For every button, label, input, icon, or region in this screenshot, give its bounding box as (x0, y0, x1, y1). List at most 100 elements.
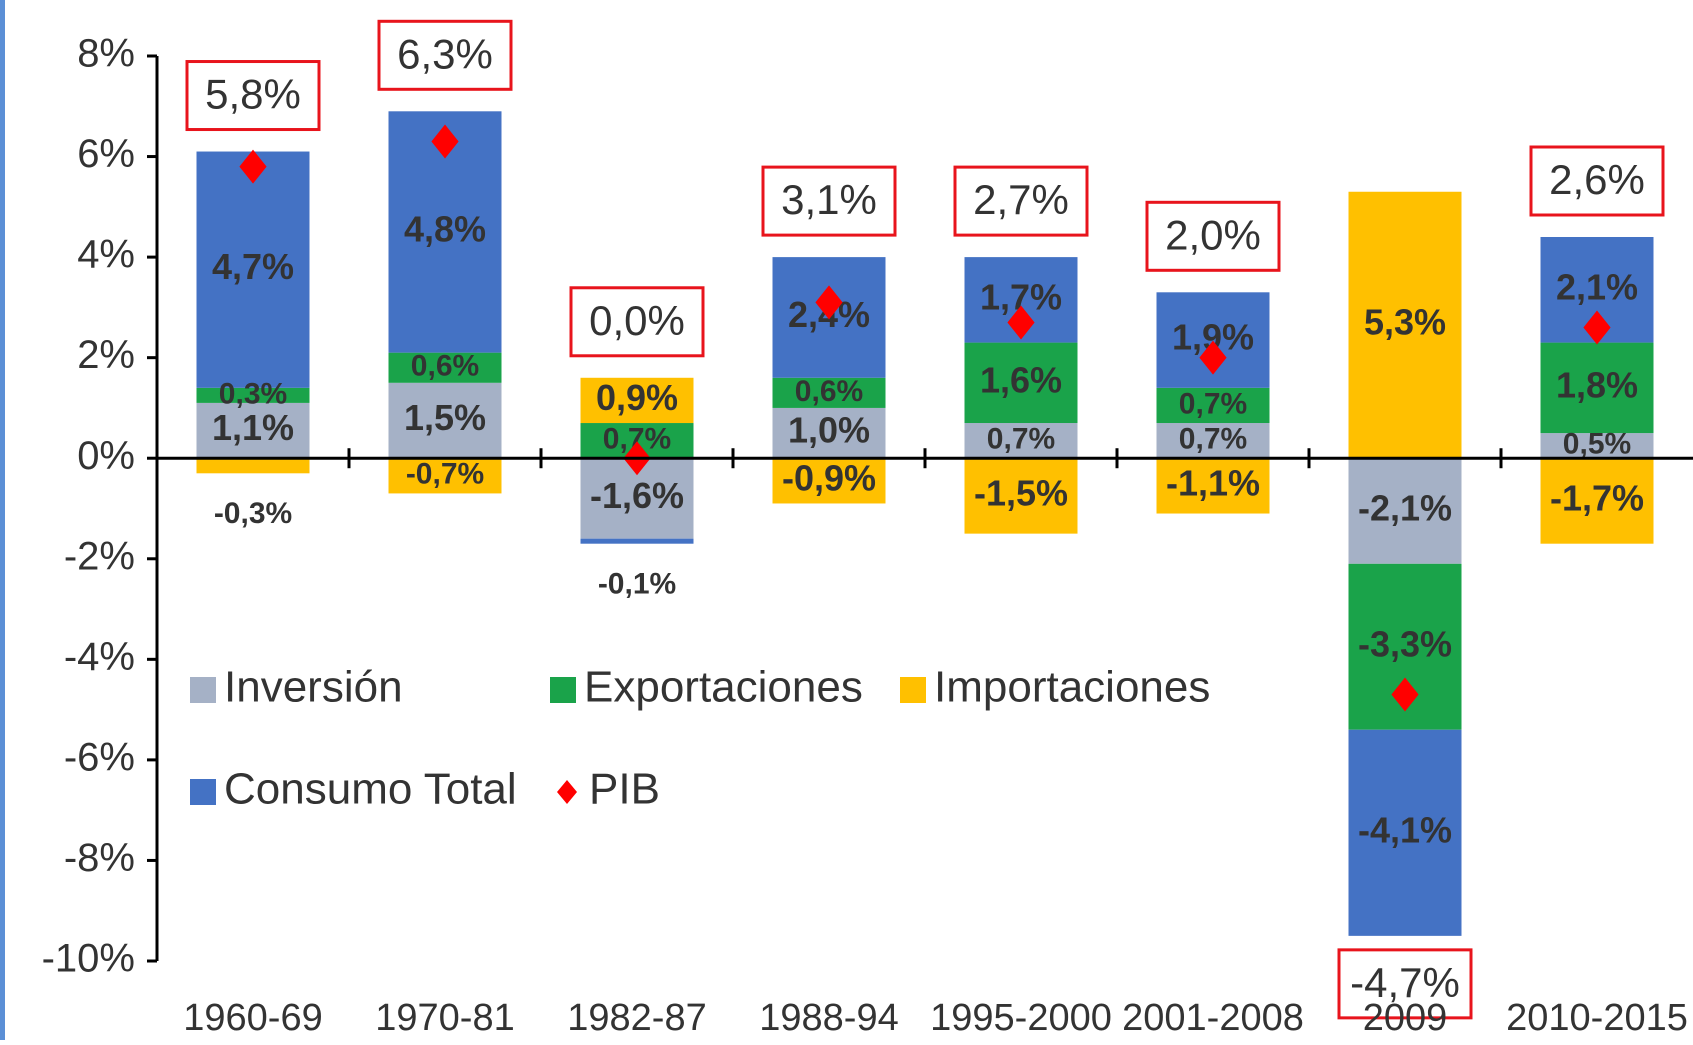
bar-segment (196, 402, 310, 459)
y-tick-label: 2% (77, 333, 135, 377)
data-label: 1,1% (212, 407, 294, 448)
x-tick-label: 1970-81 (375, 997, 514, 1039)
data-label: -2,1% (1358, 488, 1452, 529)
pib-marker (1007, 305, 1035, 340)
pib-label: 5,8% (205, 71, 301, 118)
bar-segment (964, 342, 1078, 424)
pib-box (761, 165, 897, 237)
x-tick-label: 1988-94 (759, 997, 898, 1039)
bar-segment (1156, 423, 1270, 459)
legend-swatch (190, 779, 216, 805)
pib-marker (431, 124, 459, 159)
data-label: -1,7% (1550, 477, 1644, 518)
left-border (0, 0, 5, 1040)
data-label: 4,7% (212, 246, 294, 287)
data-label: 4,8% (404, 208, 486, 249)
data-label: 0,7% (1179, 423, 1247, 456)
pib-marker (1199, 340, 1227, 375)
data-label: 1,6% (980, 359, 1062, 400)
pib-marker (815, 285, 843, 320)
y-tick-label: -8% (64, 836, 135, 880)
bar-segment (964, 458, 1078, 534)
data-label: -0,9% (782, 457, 876, 498)
y-tick-label: 4% (77, 233, 135, 277)
legend-swatch (190, 677, 216, 703)
data-label: -0,1% (598, 568, 676, 601)
bar-segment (1156, 458, 1270, 514)
bar-segment (580, 377, 694, 424)
pib-label: 2,6% (1549, 156, 1645, 203)
y-tick-label: 6% (77, 132, 135, 176)
legend-label: Exportaciones (584, 663, 863, 712)
pib-marker (1391, 677, 1419, 712)
x-tick-label: 2009 (1363, 997, 1448, 1039)
data-label: 0,7% (1179, 387, 1247, 420)
bar-segment (196, 458, 310, 474)
pib-box (569, 286, 705, 358)
x-tick-label: 1995-2000 (930, 997, 1112, 1039)
bar-segment (1540, 458, 1654, 544)
bar-segment (196, 151, 310, 388)
data-label: -0,7% (406, 458, 484, 491)
bar-segment (1348, 458, 1462, 564)
pib-marker (239, 149, 267, 184)
data-label: -1,1% (1166, 462, 1260, 503)
bar-segment (1540, 342, 1654, 434)
data-label: -3,3% (1358, 623, 1452, 664)
legend-label: Inversión (224, 663, 403, 712)
y-tick-label: 8% (77, 32, 135, 76)
legend-label: Consumo Total (224, 765, 517, 814)
bar-segment (772, 458, 886, 504)
x-tick-label: 2010-2015 (1506, 997, 1688, 1039)
bar-segment (388, 352, 502, 383)
data-label: 0,5% (1563, 428, 1631, 461)
pib-box (185, 60, 321, 132)
bar-segment (196, 387, 310, 403)
bar-segment (1156, 387, 1270, 424)
bar-segment (388, 458, 502, 494)
legend-swatch (550, 677, 576, 703)
y-tick-label: 0% (77, 434, 135, 478)
bar-segment (964, 423, 1078, 459)
pib-marker (1583, 310, 1611, 345)
x-tick-label: 2001-2008 (1122, 997, 1304, 1039)
y-tick-label: -2% (64, 534, 135, 578)
pib-label: 3,1% (781, 176, 877, 223)
pib-box (1145, 200, 1281, 272)
data-label: 1,0% (788, 410, 870, 451)
pib-label: 2,0% (1165, 211, 1261, 258)
y-tick-label: -10% (42, 937, 135, 981)
legend-label: PIB (589, 765, 660, 814)
data-label: -1,6% (590, 475, 684, 516)
data-label: 0,6% (795, 375, 863, 408)
pib-box (953, 165, 1089, 237)
y-tick-label: -4% (64, 635, 135, 679)
pib-label: 0,0% (589, 297, 685, 344)
data-label: 0,3% (219, 377, 287, 410)
data-label: 5,3% (1364, 302, 1446, 343)
legend-label: Importaciones (934, 663, 1210, 712)
bar-segment (1348, 729, 1462, 936)
y-tick-label: -6% (64, 735, 135, 779)
data-label: 0,6% (411, 350, 479, 383)
x-tick-label: 1982-87 (567, 997, 706, 1039)
data-label: -4,1% (1358, 809, 1452, 850)
pib-box (1337, 948, 1473, 1020)
bar-segment (1348, 191, 1462, 459)
pib-label: 6,3% (397, 30, 493, 77)
data-label: 1,8% (1556, 364, 1638, 405)
data-label: 1,5% (404, 397, 486, 438)
pib-label: 2,7% (973, 176, 1069, 223)
data-label: 2,1% (1556, 266, 1638, 307)
bar-segment (1540, 433, 1654, 459)
data-label: 0,9% (596, 377, 678, 418)
pib-box (377, 19, 513, 91)
data-label: 0,7% (987, 423, 1055, 456)
pib-box (1529, 145, 1665, 217)
legend-swatch (900, 677, 926, 703)
pib-label: -4,7% (1350, 959, 1460, 1006)
data-label: -1,5% (974, 472, 1068, 513)
bar-segment (772, 377, 886, 408)
bar-segment (772, 407, 886, 459)
